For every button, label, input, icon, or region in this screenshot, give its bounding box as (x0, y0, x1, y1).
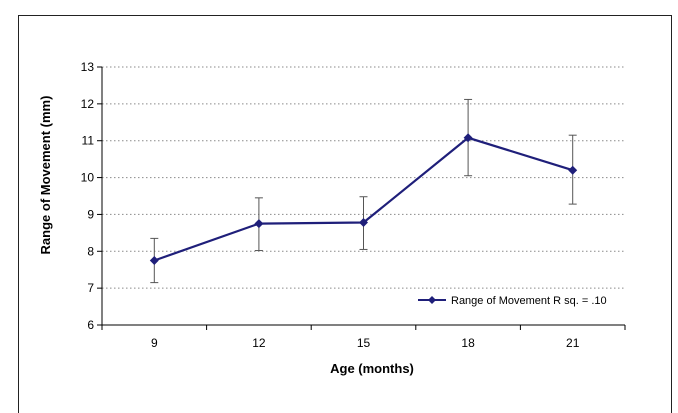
x-tick-labels: 9 12 15 18 21 (151, 336, 580, 350)
y-tick-label: 11 (82, 134, 95, 148)
x-tick-label: 21 (566, 336, 580, 350)
y-tick-label: 10 (81, 171, 95, 185)
x-axis-label: Age (months) (330, 361, 414, 376)
data-point (254, 219, 264, 229)
gridlines (102, 66, 625, 289)
legend-label: Range of Movement R sq. = .10 (451, 295, 607, 307)
error-bars (150, 98, 577, 284)
x-tick-label: 12 (252, 336, 266, 350)
y-tick-label: 13 (81, 60, 95, 74)
data-points (149, 133, 578, 265)
y-tick-label: 9 (87, 207, 94, 221)
axes (97, 66, 626, 330)
x-tick-label: 18 (461, 336, 475, 350)
data-point (359, 218, 368, 228)
data-point (463, 133, 473, 143)
data-point (149, 256, 159, 265)
chart-frame (18, 15, 672, 413)
y-tick-label: 7 (87, 281, 94, 295)
legend-diamond-marker (428, 296, 436, 304)
y-tick-label: 12 (81, 97, 95, 111)
y-axis-label: Range of Movement (mm) (38, 96, 53, 255)
y-tick-label: 8 (87, 244, 94, 258)
x-tick-label: 15 (357, 336, 371, 350)
legend: Range of Movement R sq. = .10 (418, 295, 607, 307)
x-tick-label: 9 (151, 336, 158, 350)
y-tick-label: 6 (87, 318, 94, 332)
y-tick-labels: 6 7 8 9 10 11 12 13 (81, 60, 95, 332)
data-point (568, 165, 578, 175)
